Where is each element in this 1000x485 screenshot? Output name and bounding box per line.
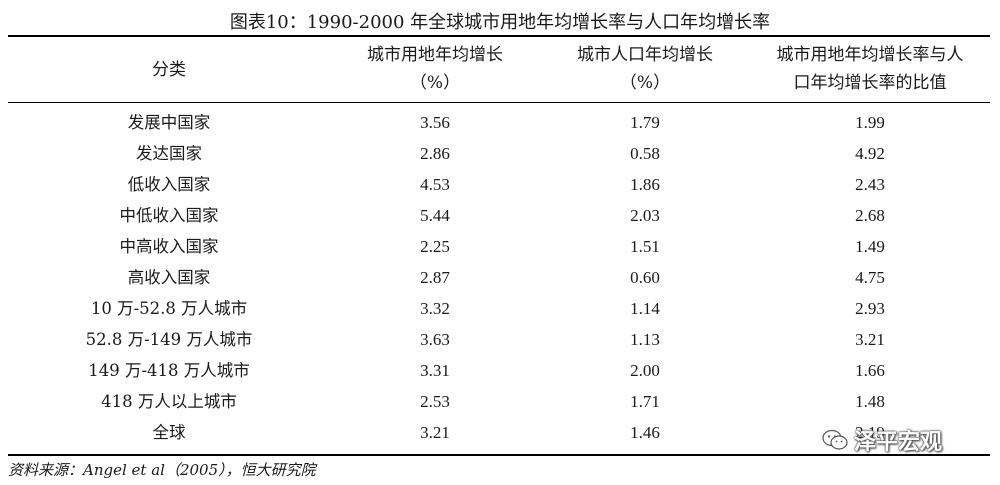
category-cell: 发展中国家: [127, 113, 211, 132]
top-rule: [8, 35, 990, 37]
ratio-cell: 2.43: [855, 175, 885, 194]
header-ratio-line2: 口年均增长率的比值: [793, 73, 947, 93]
pop-growth-cell: 0.58: [630, 144, 660, 163]
pop-growth-cell: 2.00: [630, 361, 660, 380]
ratio-cell: 2.68: [855, 206, 885, 225]
land-growth-cell: 2.86: [420, 144, 450, 163]
table-row: 10 万-52.8 万人城市 3.32 1.14 2.93: [8, 293, 990, 324]
table-row: 149 万-418 万人城市 3.31 2.00 1.66: [8, 355, 990, 386]
pop-growth-cell: 2.03: [630, 206, 660, 225]
table-row: 52.8 万-149 万人城市 3.63 1.13 3.21: [8, 324, 990, 355]
pop-growth-cell: 1.13: [630, 330, 660, 349]
pop-growth-cell: 1.71: [630, 392, 660, 411]
land-growth-cell: 3.21: [420, 423, 450, 442]
table-row: 高收入国家 2.87 0.60 4.75: [8, 262, 990, 293]
ratio-cell: 3.21: [855, 330, 885, 349]
watermark-text: 泽平宏观: [854, 430, 943, 455]
table-row: 中低收入国家 5.44 2.03 2.68: [8, 200, 990, 231]
land-growth-cell: 5.44: [420, 206, 450, 225]
pop-growth-cell: 1.86: [630, 175, 660, 194]
category-cell: 52.8 万-149 万人城市: [85, 330, 253, 349]
category-cell: 149 万-418 万人城市: [88, 361, 250, 380]
category-cell: 418 万人以上城市: [101, 392, 237, 411]
category-cell: 低收入国家: [127, 175, 211, 194]
category-cell: 发达国家: [136, 144, 202, 163]
land-growth-cell: 4.53: [420, 175, 450, 194]
table-row: 发展中国家 3.56 1.79 1.99: [8, 107, 990, 138]
table-row: 全球 3.21 1.46 2.19: [8, 417, 990, 448]
header-ratio: 城市用地年均增长率与人 口年均增长率的比值: [750, 41, 990, 99]
header-category: 分类: [8, 41, 330, 99]
pop-growth-cell: 1.51: [630, 237, 660, 256]
ratio-cell: 1.66: [855, 361, 885, 380]
bottom-rule: [8, 454, 990, 456]
watermark: 泽平宏观: [822, 423, 942, 457]
land-growth-cell: 3.56: [420, 113, 450, 132]
header-land-growth-line2: （%）: [409, 73, 461, 93]
pop-growth-cell: 1.46: [630, 423, 660, 442]
category-cell: 中低收入国家: [119, 206, 219, 225]
table-title: 图表10：1990-2000 年全球城市用地年均增长率与人口年均增长率: [229, 12, 771, 33]
land-growth-cell: 2.87: [420, 268, 450, 287]
wechat-icon: [822, 429, 848, 450]
category-cell: 10 万-52.8 万人城市: [90, 299, 248, 318]
pop-growth-cell: 0.60: [630, 268, 660, 287]
category-cell: 中高收入国家: [119, 237, 219, 256]
ratio-cell: 4.75: [855, 268, 885, 287]
ratio-cell: 1.99: [855, 113, 885, 132]
ratio-cell: 1.48: [855, 392, 885, 411]
table-row: 中高收入国家 2.25 1.51 1.49: [8, 231, 990, 262]
land-growth-cell: 3.32: [420, 299, 450, 318]
header-land-growth-line1: 城市用地年均增长: [367, 45, 503, 65]
land-growth-cell: 2.53: [420, 392, 450, 411]
header-pop-growth-line2: （%）: [619, 73, 671, 93]
category-cell: 高收入国家: [127, 268, 211, 287]
ratio-cell: 2.19: [855, 423, 885, 442]
ratio-cell: 1.49: [855, 237, 885, 256]
header-category-label: 分类: [152, 60, 186, 80]
header-land-growth: 城市用地年均增长 （%）: [330, 41, 540, 99]
land-growth-cell: 2.25: [420, 237, 450, 256]
land-growth-cell: 3.31: [420, 361, 450, 380]
header-ratio-line1: 城市用地年均增长率与人: [776, 45, 964, 65]
source-note: 资料来源：Angel et al（2005），恒大研究院: [8, 461, 316, 479]
ratio-cell: 4.92: [855, 144, 885, 163]
ratio-cell: 2.93: [855, 299, 885, 318]
land-growth-cell: 3.63: [420, 330, 450, 349]
header-rule: [8, 102, 990, 103]
category-cell: 全球: [152, 423, 186, 442]
header-pop-growth: 城市人口年均增长 （%）: [540, 41, 750, 99]
pop-growth-cell: 1.79: [630, 113, 660, 132]
pop-growth-cell: 1.14: [630, 299, 660, 318]
table-row: 418 万人以上城市 2.53 1.71 1.48: [8, 386, 990, 417]
header-pop-growth-line1: 城市人口年均增长: [577, 45, 713, 65]
table-row: 低收入国家 4.53 1.86 2.43: [8, 169, 990, 200]
table-row: 发达国家 2.86 0.58 4.92: [8, 138, 990, 169]
